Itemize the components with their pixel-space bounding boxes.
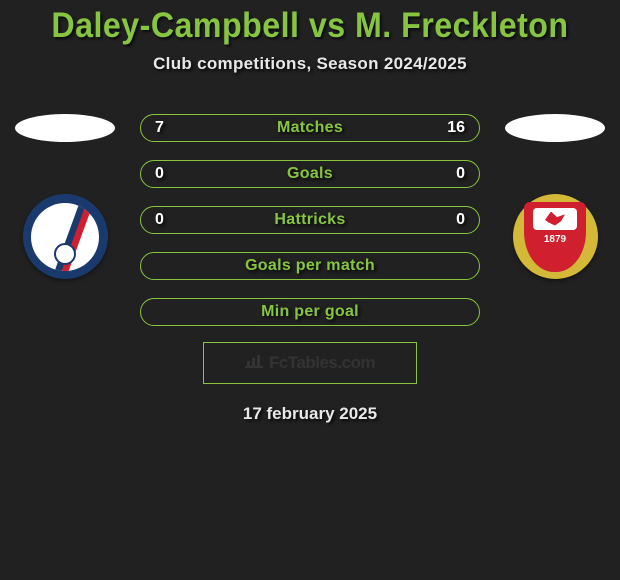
right-player-column: 1879	[500, 114, 610, 279]
stat-label: Matches	[277, 119, 343, 137]
attribution-box[interactable]: FcTables.com	[203, 342, 417, 384]
stat-right-value: 0	[456, 211, 465, 229]
stat-label: Goals	[287, 165, 333, 183]
chesterfield-badge-inner	[31, 203, 99, 271]
swindon-badge-shield: 1879	[524, 202, 586, 272]
stat-label: Hattricks	[274, 211, 345, 229]
stat-left-value: 0	[155, 211, 164, 229]
left-club-badge	[23, 194, 108, 279]
stat-row-hattricks: 0 Hattricks 0	[140, 206, 480, 234]
badge-ball-icon	[54, 243, 76, 265]
stats-column: 7 Matches 16 0 Goals 0 0 Hattricks 0 Goa…	[120, 114, 500, 326]
chart-icon	[245, 354, 263, 372]
stat-label: Goals per match	[245, 257, 375, 275]
attribution-row: FcTables.com	[0, 342, 620, 384]
left-player-column	[10, 114, 120, 279]
comparison-card: Daley-Campbell vs M. Freckleton Club com…	[0, 0, 620, 424]
subtitle: Club competitions, Season 2024/2025	[0, 54, 620, 74]
attribution-text: FcTables.com	[269, 353, 375, 373]
stat-label: Min per goal	[261, 303, 359, 321]
stat-right-value: 16	[447, 119, 465, 137]
right-club-badge: 1879	[513, 194, 598, 279]
date-line: 17 february 2025	[0, 404, 620, 424]
stat-row-goals: 0 Goals 0	[140, 160, 480, 188]
stat-right-value: 0	[456, 165, 465, 183]
stat-left-value: 0	[155, 165, 164, 183]
right-player-silhouette	[505, 114, 605, 142]
badge-top-panel	[533, 208, 577, 230]
stat-left-value: 7	[155, 119, 164, 137]
robin-bird-icon	[545, 212, 565, 226]
main-row: 7 Matches 16 0 Goals 0 0 Hattricks 0 Goa…	[0, 114, 620, 326]
page-title: Daley-Campbell vs M. Freckleton	[25, 6, 595, 46]
stat-row-goals-per-match: Goals per match	[140, 252, 480, 280]
left-player-silhouette	[15, 114, 115, 142]
stat-row-matches: 7 Matches 16	[140, 114, 480, 142]
badge-year: 1879	[544, 234, 566, 245]
stat-row-min-per-goal: Min per goal	[140, 298, 480, 326]
